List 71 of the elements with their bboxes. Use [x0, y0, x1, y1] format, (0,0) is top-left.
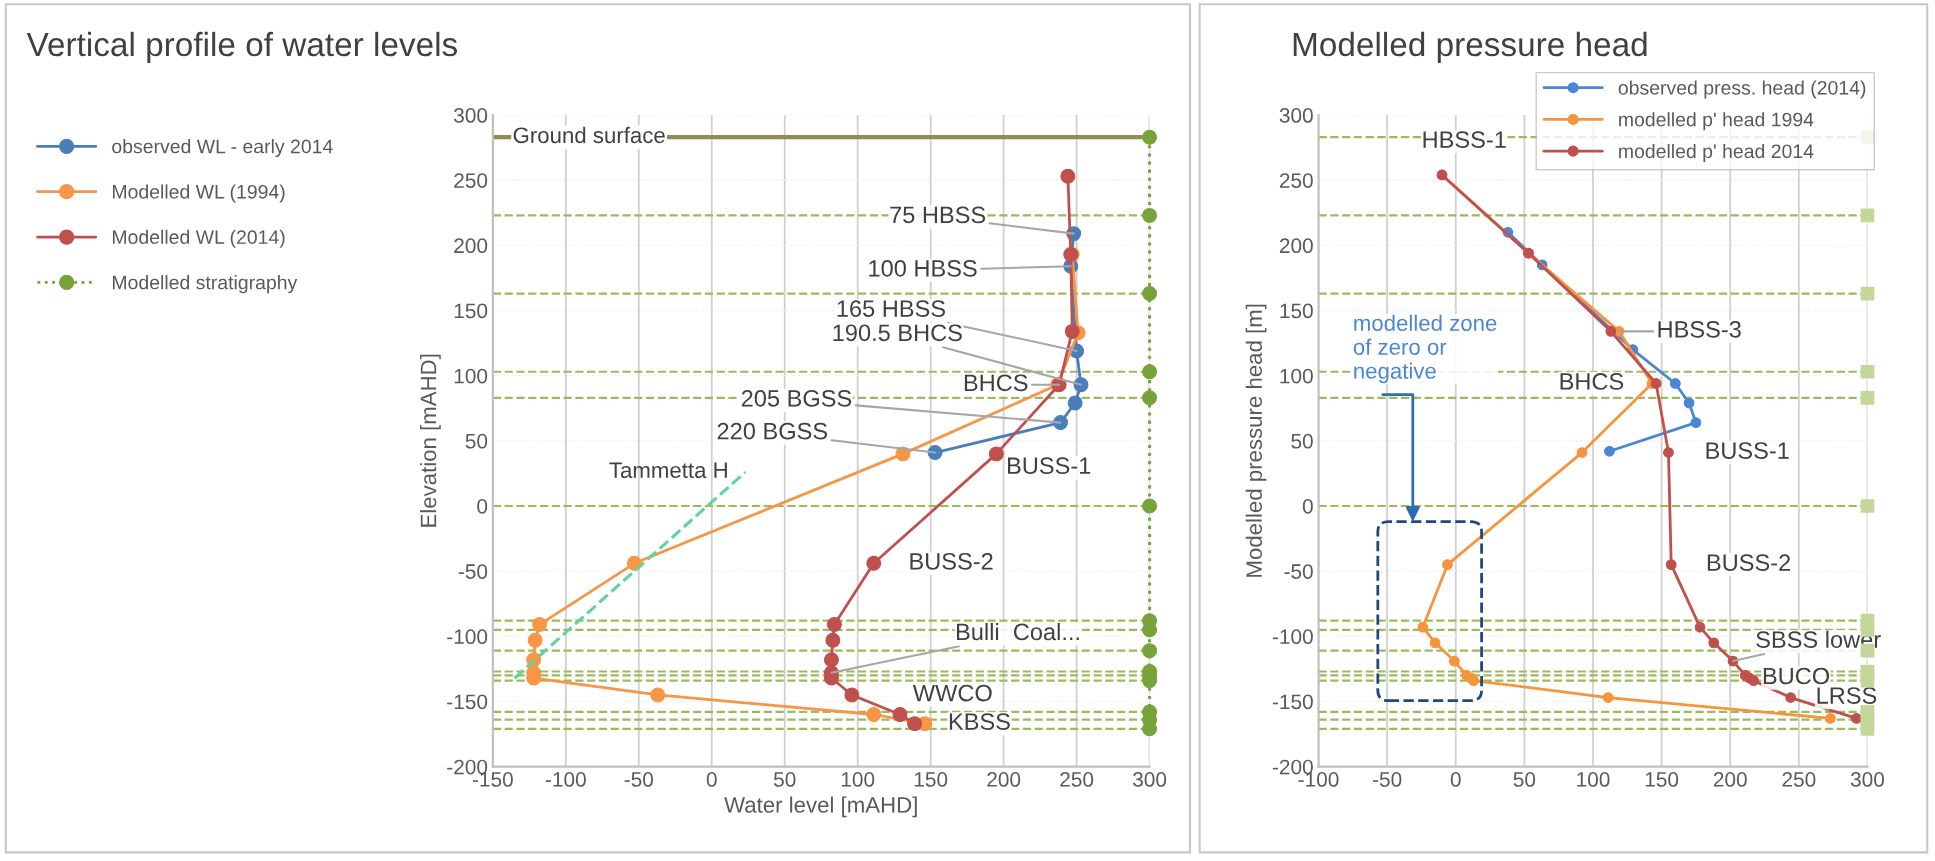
y-tick-label: -50	[458, 564, 488, 579]
annotation: WWCO	[912, 684, 992, 702]
y-tick-label: 300	[1279, 108, 1313, 123]
annotation: LRSS	[1817, 687, 1877, 704]
y-tick-label: 150	[454, 303, 488, 319]
y-tick-label: -50	[1284, 564, 1313, 579]
x-tick-label: 250	[1060, 772, 1094, 787]
y-tick-label: 200	[454, 238, 488, 254]
y-tick-label: 250	[454, 173, 488, 188]
y-tick-label: 250	[1279, 173, 1313, 188]
x-tick-label: 0	[706, 772, 717, 787]
x-tick-label: 0	[1450, 772, 1461, 787]
x-tick-label: 300	[1850, 772, 1885, 787]
y-axis-title: Elevation [mAHD]	[420, 354, 441, 527]
annotation: BUSS-1	[1008, 457, 1091, 475]
x-tick-label: -50	[624, 772, 654, 787]
annotation: 205 BGSS	[741, 389, 852, 407]
legend-label: Modelled WL (1994)	[112, 184, 285, 203]
legend-label: modelled p' head 2014	[1619, 143, 1814, 162]
y-tick-label: 0	[1302, 498, 1313, 514]
annotation: HBSS-1	[1423, 131, 1506, 148]
annotation: BUSS-2	[1707, 554, 1791, 571]
legend-label: observed press. head (2014)	[1618, 80, 1866, 99]
y-tick-label: 150	[1280, 303, 1313, 319]
x-tick-label: -100	[545, 772, 586, 787]
y-axis-title: Modelled pressure head [m]	[1245, 304, 1267, 577]
annotation: 100 HBSS	[869, 259, 977, 277]
annotation: BUSS-1	[1706, 442, 1789, 459]
y-tick-label: -150	[447, 694, 488, 710]
chart-title: Modelled pressure head	[1293, 31, 1647, 63]
annotation: 75 HBSS	[890, 206, 986, 224]
annotation: HBSS-3	[1658, 320, 1741, 338]
annotation: modelled zone of zero or negative	[1353, 314, 1497, 384]
y-tick-label: 200	[1279, 238, 1313, 254]
x-tick-label: 100	[841, 772, 875, 787]
y-tick-label: 100	[1280, 368, 1313, 384]
ref-line-label: Ground surface	[513, 126, 665, 144]
chart-title: Vertical profile of water levels	[26, 31, 458, 63]
legend-label: Modelled WL (2014)	[112, 229, 285, 248]
annotation: 220 BGSS	[717, 422, 828, 440]
y-tick-label: 300	[454, 108, 488, 123]
x-tick-label: 200	[987, 772, 1021, 787]
x-tick-label: -50	[1373, 772, 1402, 787]
x-tick-label: 150	[1645, 772, 1679, 787]
legend-label: modelled p' head 1994	[1619, 112, 1814, 131]
annotation: Bulli Coal...	[956, 622, 1079, 641]
y-tick-label: 100	[454, 368, 488, 384]
x-tick-label: 200	[1713, 772, 1747, 787]
x-axis-title: Water level [mAHD]	[724, 796, 917, 818]
annotation: BUSS-2	[910, 552, 993, 570]
x-tick-label: 150	[914, 772, 948, 787]
x-tick-label: 250	[1782, 772, 1816, 787]
y-tick-label: 50	[1291, 433, 1313, 449]
y-tick-label: -150	[1272, 694, 1313, 710]
legend-label: Modelled stratigraphy	[112, 275, 298, 294]
y-tick-label: -100	[1272, 629, 1313, 645]
series-label: Tammetta H	[609, 462, 727, 479]
annotation: KBSS	[949, 713, 1010, 730]
x-tick-label: 300	[1133, 772, 1167, 787]
x-tick-label: 50	[773, 772, 796, 787]
x-tick-label: 100	[1577, 772, 1610, 787]
annotation: 165 HBSS	[837, 300, 945, 317]
annotation: BUCO	[1763, 667, 1830, 685]
y-tick-label: 0	[477, 498, 488, 514]
x-tick-label: 50	[1513, 772, 1536, 787]
annotation: BHCS	[964, 374, 1028, 392]
annotation: BHCS	[1560, 373, 1624, 390]
y-tick-label: -100	[447, 629, 488, 645]
legend-label: observed WL - early 2014	[112, 139, 333, 158]
y-tick-label: 50	[465, 433, 488, 449]
annotation: 190.5 BHCS	[833, 324, 962, 342]
